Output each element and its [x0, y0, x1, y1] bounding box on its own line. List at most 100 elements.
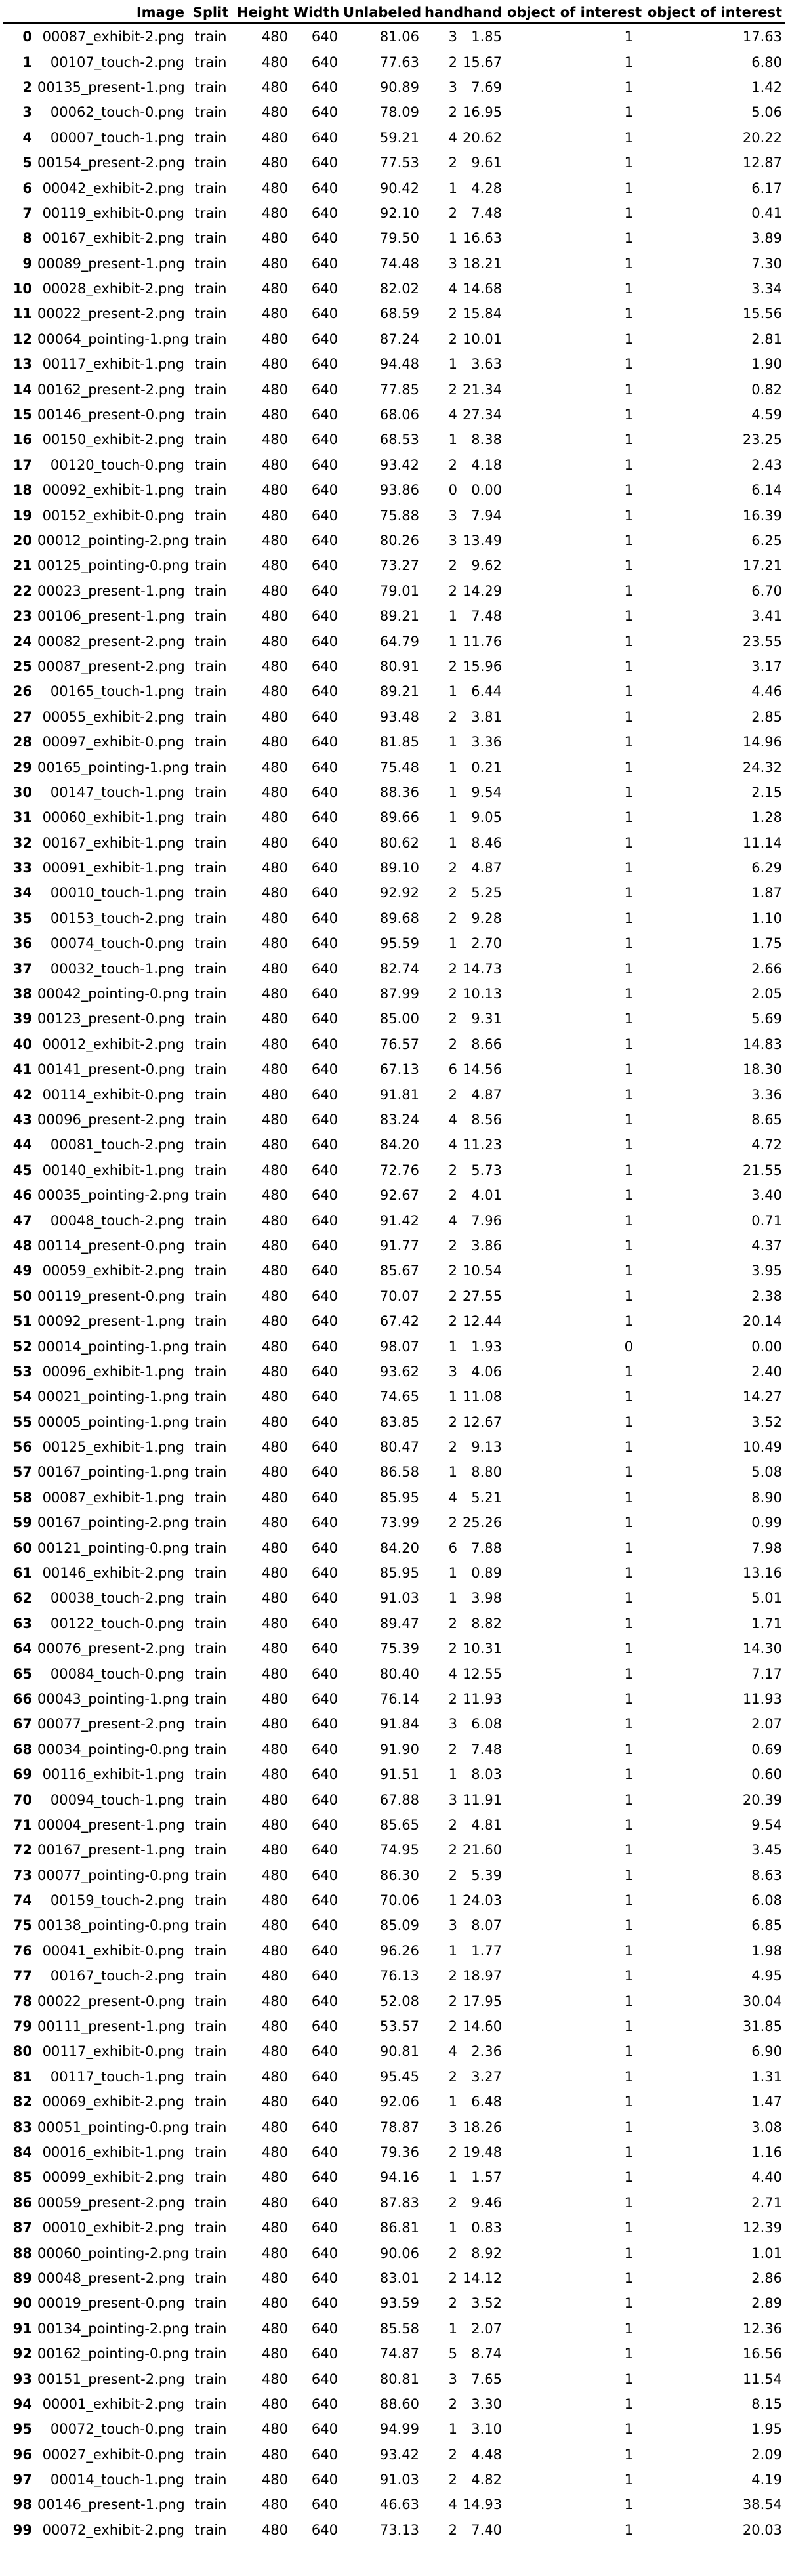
cell-split: train — [194, 331, 227, 347]
table-row: 61 00146_exhibit-2.png train 480 640 85.95 1 0.… — [3, 1561, 785, 1585]
cell-height: 480 — [261, 432, 288, 448]
cell-height: 480 — [261, 54, 288, 70]
cell-hand-percent: 14.73 — [463, 960, 503, 977]
table-row: 1 00107_touch-2.png train 480 640 77.63 2 15.67… — [3, 49, 785, 74]
cell-width: 640 — [311, 2094, 338, 2110]
cell-hand-percent: 5.73 — [471, 1162, 502, 1178]
cell-index: 45 — [12, 1162, 32, 1178]
cell-split: train — [194, 205, 227, 221]
cell-hand-percent: 0.00 — [471, 482, 502, 499]
cell-hand-percent: 8.82 — [471, 1615, 502, 1631]
cell-width: 640 — [311, 1414, 338, 1430]
cell-image: 00167_exhibit-1.png — [42, 834, 184, 851]
cell-object-count: 1 — [624, 558, 633, 574]
table-row: 93 00151_present-2.png train 480 640 80.81 3 7.… — [3, 2366, 785, 2391]
cell-object-percent: 3.40 — [751, 1187, 782, 1204]
cell-hand-count: 2 — [448, 1439, 457, 1456]
cell-hand-percent: 25.26 — [463, 1515, 503, 1531]
cell-object-count: 1 — [624, 432, 633, 448]
cell-split: train — [194, 1615, 227, 1631]
data-table: Image Split Height Width Unlabeled hand hand ob… — [3, 3, 785, 2543]
cell-hand-count: 2 — [448, 1993, 457, 2009]
cell-width: 640 — [311, 1111, 338, 1128]
cell-split: train — [194, 1111, 227, 1128]
cell-object-count: 1 — [624, 1111, 633, 1128]
cell-height: 480 — [261, 2043, 288, 2060]
cell-image: 00094_touch-1.png — [50, 1791, 184, 1808]
cell-image: 00117_touch-1.png — [50, 2068, 184, 2085]
cell-image: 00162_present-2.png — [37, 381, 185, 398]
cell-object-count: 1 — [624, 1036, 633, 1052]
cell-hand-count: 2 — [448, 885, 457, 901]
cell-hand-percent: 27.34 — [463, 407, 503, 423]
cell-object-percent: 13.16 — [742, 1565, 782, 1582]
cell-image: 00007_touch-1.png — [50, 129, 184, 146]
cell-image: 00042_pointing-0.png — [37, 986, 189, 1002]
cell-split: train — [194, 2472, 227, 2488]
table-row: 56 00125_exhibit-1.png train 480 640 80.47 2 9.… — [3, 1435, 785, 1460]
cell-width: 640 — [311, 2522, 338, 2538]
cell-image: 00082_present-2.png — [37, 633, 185, 649]
cell-hand-percent: 8.56 — [471, 1111, 502, 1128]
cell-hand-count: 2 — [448, 1816, 457, 1833]
cell-hand-count: 3 — [448, 255, 457, 272]
cell-hand-percent: 10.54 — [463, 1263, 503, 1279]
cell-hand-count: 2 — [448, 986, 457, 1002]
cell-object-percent: 4.95 — [751, 1968, 782, 1984]
cell-hand-count: 2 — [448, 1162, 457, 1178]
table-row: 2 00135_present-1.png train 480 640 90.89 3 7.6… — [3, 75, 785, 100]
cell-height: 480 — [261, 809, 288, 826]
cell-split: train — [194, 2396, 227, 2412]
cell-image: 00152_exhibit-0.png — [42, 507, 184, 523]
cell-unlabeled: 89.21 — [379, 684, 419, 700]
cell-height: 480 — [261, 885, 288, 901]
cell-height: 480 — [261, 1641, 288, 1657]
table-row: 19 00152_exhibit-0.png train 480 640 75.88 3 7.… — [3, 502, 785, 527]
cell-split: train — [194, 1162, 227, 1178]
cell-width: 640 — [311, 2371, 338, 2387]
cell-image: 00074_touch-0.png — [50, 935, 184, 952]
cell-split: train — [194, 2346, 227, 2362]
cell-object-count: 1 — [624, 1590, 633, 1606]
cell-object-count: 1 — [624, 2295, 633, 2312]
cell-split: train — [194, 1540, 227, 1556]
cell-height: 480 — [261, 1741, 288, 1757]
cell-index: 4 — [22, 129, 32, 146]
cell-split: train — [194, 910, 227, 926]
cell-height: 480 — [261, 935, 288, 952]
cell-unlabeled: 92.92 — [379, 885, 419, 901]
cell-height: 480 — [261, 155, 288, 171]
table-row: 45 00140_exhibit-1.png train 480 640 72.76 2 5.… — [3, 1158, 785, 1183]
cell-image: 00076_present-2.png — [37, 1641, 185, 1657]
cell-index: 1 — [22, 54, 32, 70]
cell-width: 640 — [311, 2043, 338, 2060]
cell-object-count: 1 — [624, 1741, 633, 1757]
cell-split: train — [194, 1338, 227, 1355]
cell-image: 00016_exhibit-1.png — [42, 2144, 184, 2160]
cell-hand-count: 3 — [448, 2371, 457, 2387]
cell-image: 00023_present-1.png — [37, 583, 185, 599]
cell-index: 82 — [12, 2094, 32, 2110]
cell-object-percent: 11.14 — [742, 834, 782, 851]
cell-object-count: 1 — [624, 1515, 633, 1531]
cell-object-count: 1 — [624, 708, 633, 725]
cell-object-percent: 0.99 — [751, 1515, 782, 1531]
cell-width: 640 — [311, 1162, 338, 1178]
cell-split: train — [194, 306, 227, 322]
cell-image: 00111_present-1.png — [37, 2018, 185, 2035]
cell-split: train — [194, 1439, 227, 1456]
cell-split: train — [194, 2371, 227, 2387]
cell-object-percent: 1.90 — [751, 356, 782, 373]
cell-index: 92 — [12, 2346, 32, 2362]
cell-object-count: 1 — [624, 129, 633, 146]
cell-object-percent: 14.30 — [742, 1641, 782, 1657]
cell-index: 18 — [12, 482, 32, 499]
table-row: 94 00001_exhibit-2.png train 480 640 88.60 2 3.… — [3, 2392, 785, 2417]
table-row: 92 00162_pointing-0.png train 480 640 74.87 5 8… — [3, 2341, 785, 2366]
cell-index: 70 — [12, 1791, 32, 1808]
cell-split: train — [194, 809, 227, 826]
cell-object-count: 1 — [624, 2497, 633, 2513]
cell-height: 480 — [261, 2119, 288, 2135]
cell-unlabeled: 83.24 — [379, 1111, 419, 1128]
cell-index: 49 — [12, 1263, 32, 1279]
